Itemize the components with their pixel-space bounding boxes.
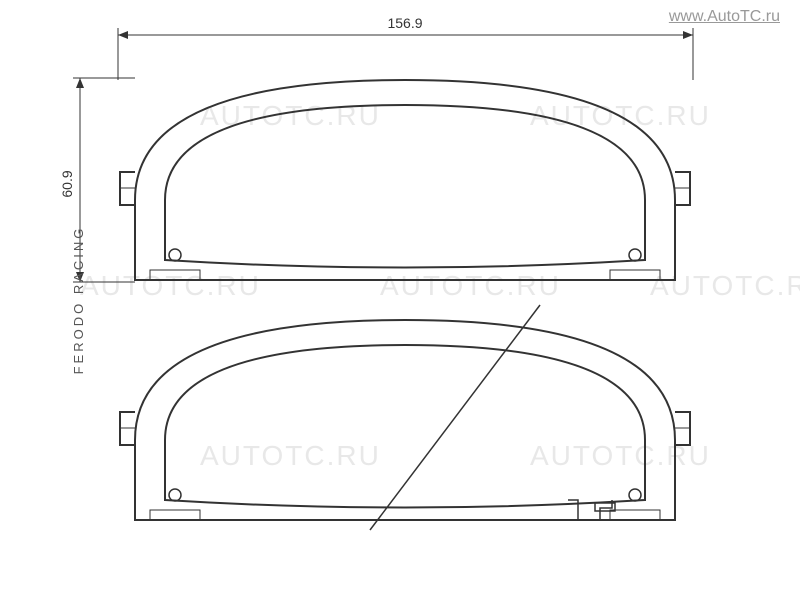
source-url: www.AutoTC.ru [669,8,780,26]
brake-pad-top [120,80,690,280]
width-label: 156.9 [387,15,422,31]
diagram-container: AUTOTC.RU AUTOTC.RU AUTOTC.RU AUTOTC.RU … [0,0,800,600]
height-label: 60.9 [59,170,75,197]
dimension-width: 156.9 [118,15,693,80]
brand-label: FERODO RACING [71,226,86,375]
brake-pad-bottom [120,305,690,530]
technical-drawing-svg: 156.9 60.9 [0,0,800,600]
